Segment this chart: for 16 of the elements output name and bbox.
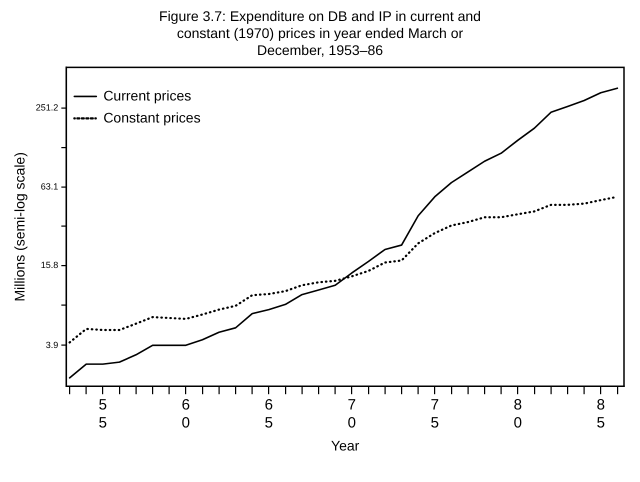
x-tick-label: 55 [98,396,108,432]
y-tick-label: 3.9 [46,340,58,350]
x-tick-label: 75 [430,396,439,432]
y-tick-label: 63.1 [40,181,58,192]
x-tick-label: 80 [514,396,522,432]
x-tick-label: 85 [596,396,605,432]
y-tick-label: 15.8 [40,260,58,270]
x-tick-label: 65 [264,396,273,432]
x-axis-title: Year [331,437,360,454]
x-tick-label: 70 [348,396,356,432]
legend-label: Current prices [103,87,192,104]
chart-title: Figure 3.7: Expenditure on DB and IP in current and constant (1970) prices in year ended March or December, 1953–86 [158,8,482,59]
y-axis-title: Millions (semi-log scale) [11,152,28,302]
legend-label: Constant prices [103,109,201,126]
x-tick-label: 60 [182,396,190,432]
y-tick-label: 251.2 [36,102,58,113]
